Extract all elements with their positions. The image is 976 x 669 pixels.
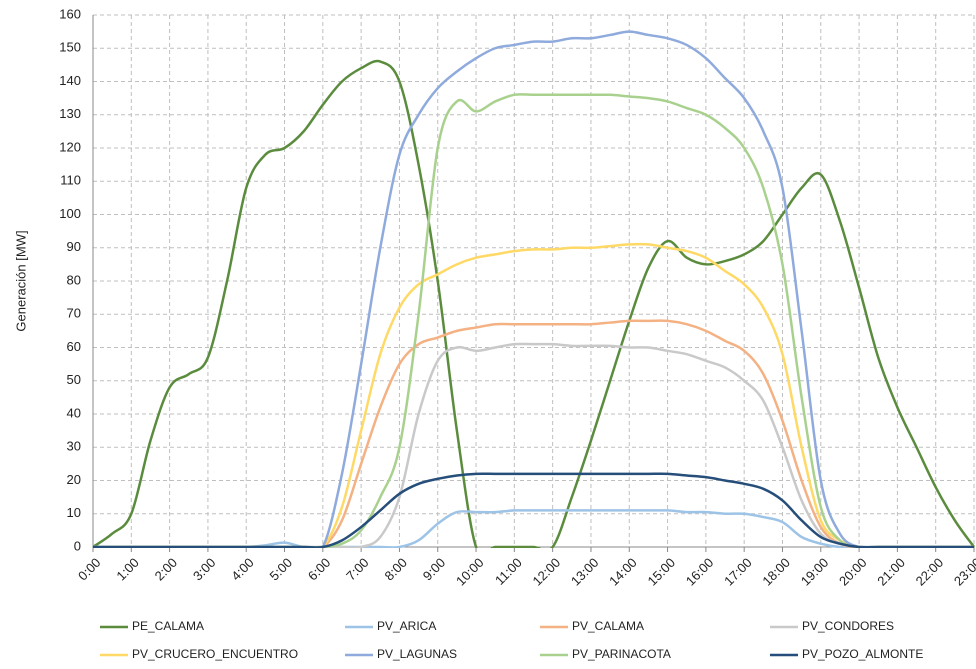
x-tick-label: 21:00 bbox=[874, 555, 908, 589]
x-tick-label: 19:00 bbox=[798, 555, 832, 589]
x-tick-label: 22:00 bbox=[913, 555, 947, 589]
legend-label: PV_CRUCERO_ENCUENTRO bbox=[132, 647, 298, 661]
x-tick-label: 2:00 bbox=[152, 555, 181, 584]
y-tick-label: 40 bbox=[67, 405, 81, 420]
x-tick-label: 18:00 bbox=[759, 555, 793, 589]
y-tick-label: 90 bbox=[67, 239, 81, 254]
series-line bbox=[93, 342, 974, 548]
legend-label: PV_LAGUNAS bbox=[377, 647, 457, 661]
plot-area bbox=[93, 30, 976, 548]
x-tick-label: 12:00 bbox=[530, 555, 564, 589]
series-line bbox=[93, 59, 976, 548]
x-tick-label: 17:00 bbox=[721, 555, 755, 589]
legend-label: PV_CALAMA bbox=[572, 619, 644, 633]
y-tick-label: 150 bbox=[59, 40, 81, 55]
x-tick-label: 14:00 bbox=[606, 555, 640, 589]
series-line bbox=[93, 472, 974, 548]
y-tick-label: 120 bbox=[59, 139, 81, 154]
x-tick-label: 0:00 bbox=[75, 555, 104, 584]
legend-label: PV_PARINACOTA bbox=[572, 647, 671, 661]
y-tick-label: 160 bbox=[59, 6, 81, 21]
legend-label: PV_CONDORES bbox=[802, 619, 894, 633]
legend-label: PV_ARICA bbox=[377, 619, 436, 633]
legend-label: PV_POZO_ALMONTE bbox=[802, 647, 923, 661]
x-tick-label: 11:00 bbox=[492, 555, 525, 588]
y-tick-label: 110 bbox=[60, 173, 81, 188]
x-tick-label: 1:00 bbox=[113, 555, 142, 584]
x-tick-label: 16:00 bbox=[683, 555, 717, 589]
x-tick-label: 8:00 bbox=[381, 555, 410, 584]
x-tick-label: 20:00 bbox=[836, 555, 870, 589]
y-tick-label: 0 bbox=[74, 538, 81, 553]
x-tick-label: 4:00 bbox=[228, 555, 257, 584]
y-tick-label: 20 bbox=[67, 472, 81, 487]
x-tick-label: 5:00 bbox=[267, 555, 296, 584]
x-tick-label: 10:00 bbox=[453, 555, 487, 589]
y-tick-label: 130 bbox=[59, 106, 81, 121]
x-tick-label: 15:00 bbox=[644, 555, 678, 589]
x-tick-label: 3:00 bbox=[190, 555, 219, 584]
y-axis-label: Generación [MW] bbox=[13, 230, 28, 331]
x-tick-label: 6:00 bbox=[305, 555, 334, 584]
y-tick-label: 80 bbox=[67, 272, 81, 287]
y-tick-label: 100 bbox=[59, 206, 81, 221]
x-tick-label: 9:00 bbox=[420, 555, 449, 584]
x-tick-label: 13:00 bbox=[568, 555, 602, 589]
y-tick-label: 60 bbox=[67, 339, 81, 354]
series-line bbox=[93, 319, 974, 548]
y-tick-label: 30 bbox=[67, 439, 81, 454]
y-tick-label: 70 bbox=[67, 306, 81, 321]
x-tick-label: 23:00 bbox=[951, 555, 976, 589]
y-tick-label: 140 bbox=[59, 73, 81, 88]
y-tick-label: 50 bbox=[67, 372, 81, 387]
series-line bbox=[93, 93, 974, 548]
legend-label: PE_CALAMA bbox=[132, 619, 204, 633]
x-tick-label: 7:00 bbox=[343, 555, 372, 584]
y-tick-label: 10 bbox=[67, 505, 81, 520]
